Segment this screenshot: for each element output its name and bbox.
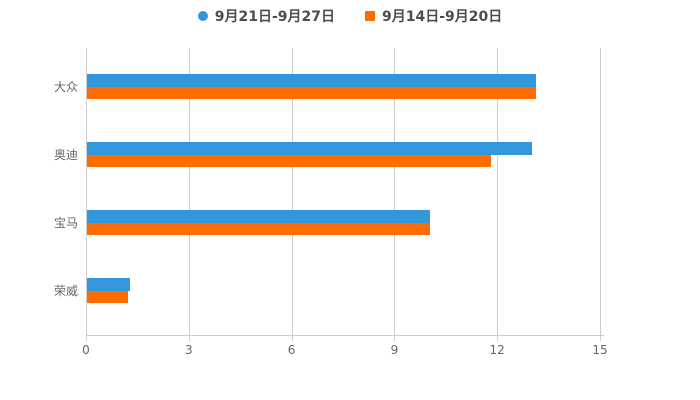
x-axis-tick-label: 15 [592, 343, 608, 357]
y-axis-label-4: 荣威 [53, 283, 78, 298]
legend-label-series2: 9月14日-9月20日 [382, 9, 503, 25]
x-axis-tick [600, 336, 601, 341]
y-axis-label-2: 奥迪 [53, 147, 78, 162]
legend-label-series1: 9月21日-9月27日 [214, 9, 335, 25]
bar-series2-3 [87, 222, 430, 235]
legend-item-series1[interactable]: 9月21日-9月27日 [197, 6, 335, 26]
y-axis-label-3: 宝马 [53, 215, 78, 230]
plot-area: 0 3 6 9 12 15 [82, 48, 608, 357]
gridline [188, 48, 190, 335]
legend-marker-square-icon [365, 11, 375, 21]
x-axis-tick-label: 12 [489, 343, 505, 357]
bar-series1-4 [87, 277, 130, 291]
gridline [291, 48, 293, 335]
y-axis-label-1: 大众 [53, 79, 78, 94]
bar-series2-2 [87, 154, 492, 167]
bar-series1-1 [87, 73, 536, 87]
x-axis-tick [86, 336, 87, 341]
gridline [600, 48, 601, 335]
x-axis-tick [188, 336, 190, 341]
gridline [394, 48, 396, 335]
gridline [497, 48, 499, 335]
x-axis-tick [497, 336, 499, 341]
legend-item-series2[interactable]: 9月14日-9月20日 [365, 6, 502, 26]
gridline [86, 48, 87, 335]
x-axis-tick-label: 0 [82, 343, 90, 357]
legend: 9月21日-9月27日 9月14日-9月20日 [0, 6, 700, 26]
legend-marker-circle-icon [197, 11, 208, 21]
bar-series1-3 [87, 209, 430, 223]
bar-series2-1 [87, 86, 536, 99]
x-axis-tick-label: 6 [287, 343, 296, 357]
x-axis-tick-label: 9 [390, 343, 399, 357]
x-axis-line [86, 335, 604, 336]
x-axis-tick [291, 336, 293, 341]
bar-series1-2 [87, 141, 533, 155]
x-axis-tick [394, 336, 396, 341]
bar-series2-4 [87, 290, 129, 303]
x-axis-tick-label: 3 [184, 343, 193, 357]
